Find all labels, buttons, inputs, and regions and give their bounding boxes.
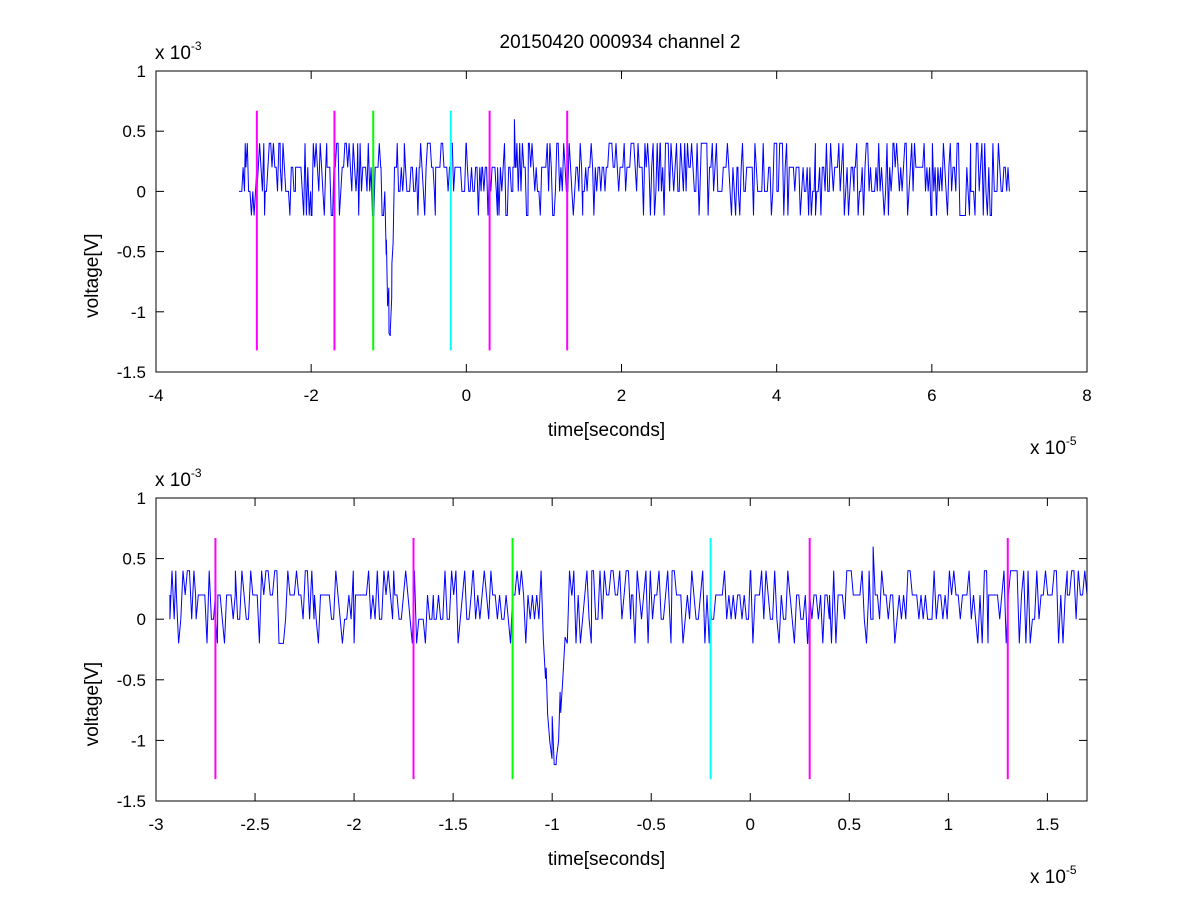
bottom-y-tick-label: 0 (137, 610, 146, 629)
figure-title: 20150420 000934 channel 2 (500, 32, 741, 53)
bottom-signal-line (169, 546, 1088, 766)
bottom-ticks: -3 -2.5 -2 -1.5 -1 -0.5 0 0.5 1 1.5 1 0.5 0 -0.5 -1 -1.… (117, 489, 1087, 834)
top-marker-layer (255, 110, 569, 351)
top-x-tick-label: 8 (1082, 386, 1091, 405)
top-x-tick-label: 2 (617, 386, 626, 405)
top-y-tick-label: -0.5 (117, 243, 146, 262)
bottom-x-tick-label: -2.5 (240, 815, 269, 834)
top-y-tick-label: 0.5 (122, 122, 146, 141)
top-signal-line (239, 119, 1010, 337)
bottom-axes-frame (155, 497, 1088, 802)
bottom-x-tick-label: -1 (545, 815, 560, 834)
top-x-axis-label: time[seconds] (548, 420, 665, 441)
top-y-tick-label: 1 (137, 62, 146, 81)
bottom-y-tick-label: -0.5 (117, 671, 146, 690)
top-ticks: -4 -2 0 2 4 6 8 1 0.5 0 -0.5 -1 -1.5 (117, 62, 1092, 405)
bottom-x-exponent: x 10-5 (1030, 863, 1077, 888)
bottom-y-tick-label: -1.5 (117, 792, 146, 811)
bottom-x-tick-label: 0 (746, 815, 755, 834)
bottom-x-tick-label: 0.5 (837, 815, 861, 834)
top-x-tick-label: -4 (148, 386, 163, 405)
bottom-signal-layer (169, 546, 1088, 766)
bottom-marker-layer (214, 537, 1009, 780)
top-y-tick-label: -1.5 (117, 363, 146, 382)
top-y-tick-label: 0 (137, 182, 146, 201)
bottom-x-axis-label: time[seconds] (548, 849, 665, 870)
top-plot: -4 -2 0 2 4 6 8 1 0.5 0 -0.5 -1 -1.5 time[seconds] v… (82, 39, 1092, 459)
top-y-tick-label: -1 (131, 303, 146, 322)
bottom-plot: -3 -2.5 -2 -1.5 -1 -0.5 0 0.5 1 1.5 1 0.5 0 -0.5 -1 -1.… (82, 466, 1088, 888)
bottom-x-tick-label: -0.5 (637, 815, 666, 834)
top-y-axis-label: voltage[V] (82, 233, 103, 318)
top-x-tick-label: 0 (462, 386, 471, 405)
bottom-x-tick-label: -3 (148, 815, 163, 834)
bottom-y-exponent: x 10-3 (155, 466, 202, 491)
bottom-y-axis-label: voltage[V] (82, 662, 103, 747)
top-x-exponent: x 10-5 (1030, 434, 1077, 459)
bottom-y-tick-label: 1 (137, 489, 146, 508)
top-x-tick-label: -2 (304, 386, 319, 405)
top-x-tick-label: 6 (927, 386, 936, 405)
top-signal-layer (239, 119, 1010, 337)
bottom-y-tick-label: -1 (131, 731, 146, 750)
top-axes-frame (155, 70, 1088, 373)
top-y-exponent: x 10-3 (155, 39, 202, 64)
bottom-x-tick-label: 1 (944, 815, 953, 834)
bottom-x-tick-label: 1.5 (1036, 815, 1060, 834)
bottom-x-tick-label: -2 (347, 815, 362, 834)
top-x-tick-label: 4 (772, 386, 781, 405)
bottom-x-tick-label: -1.5 (438, 815, 467, 834)
bottom-y-tick-label: 0.5 (122, 550, 146, 569)
